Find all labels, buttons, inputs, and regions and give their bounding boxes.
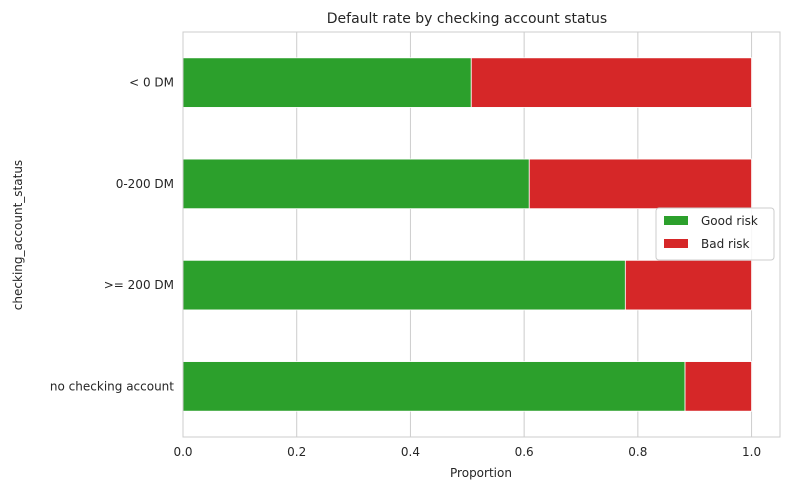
y-axis-label: checking_account_status [11, 160, 25, 310]
bar-bad-risk [684, 361, 752, 412]
bar-bad-risk [624, 259, 752, 311]
bar-good-risk [182, 57, 472, 108]
chart-title: Default rate by checking account status [327, 11, 607, 27]
plot-border [182, 31, 781, 438]
plot-frame [182, 31, 781, 438]
y-tick-label: < 0 DM [129, 76, 174, 90]
bar-bad-risk [470, 57, 752, 108]
legend: Good risk Bad risk [655, 207, 775, 261]
y-tick-label: no checking account [50, 379, 174, 393]
bar-good-risk [182, 259, 626, 311]
bars [182, 57, 752, 412]
x-tick-label: 0.2 [287, 445, 306, 459]
x-tick-label: 0.0 [173, 445, 192, 459]
x-tick-label: 0.8 [628, 445, 647, 459]
tick-labels: 0.0 0.2 0.4 0.6 0.8 1.0 < 0 DM 0-200 DM >= 200 D… [50, 76, 761, 459]
x-tick-label: 0.4 [401, 445, 420, 459]
bar-good-risk [182, 361, 686, 412]
legend-label-bad-risk: Bad risk [701, 237, 750, 251]
legend-label-good-risk: Good risk [701, 214, 758, 228]
x-tick-label: 1.0 [742, 445, 761, 459]
y-tick-label: >= 200 DM [104, 278, 174, 292]
legend-swatch-good-risk [664, 216, 688, 225]
legend-swatch-bad-risk [664, 239, 688, 248]
bar-bad-risk [528, 158, 752, 210]
y-tick-label: 0-200 DM [116, 177, 174, 191]
bar-good-risk [182, 158, 530, 210]
x-tick-label: 0.6 [515, 445, 534, 459]
x-axis-label: Proportion [450, 466, 512, 480]
